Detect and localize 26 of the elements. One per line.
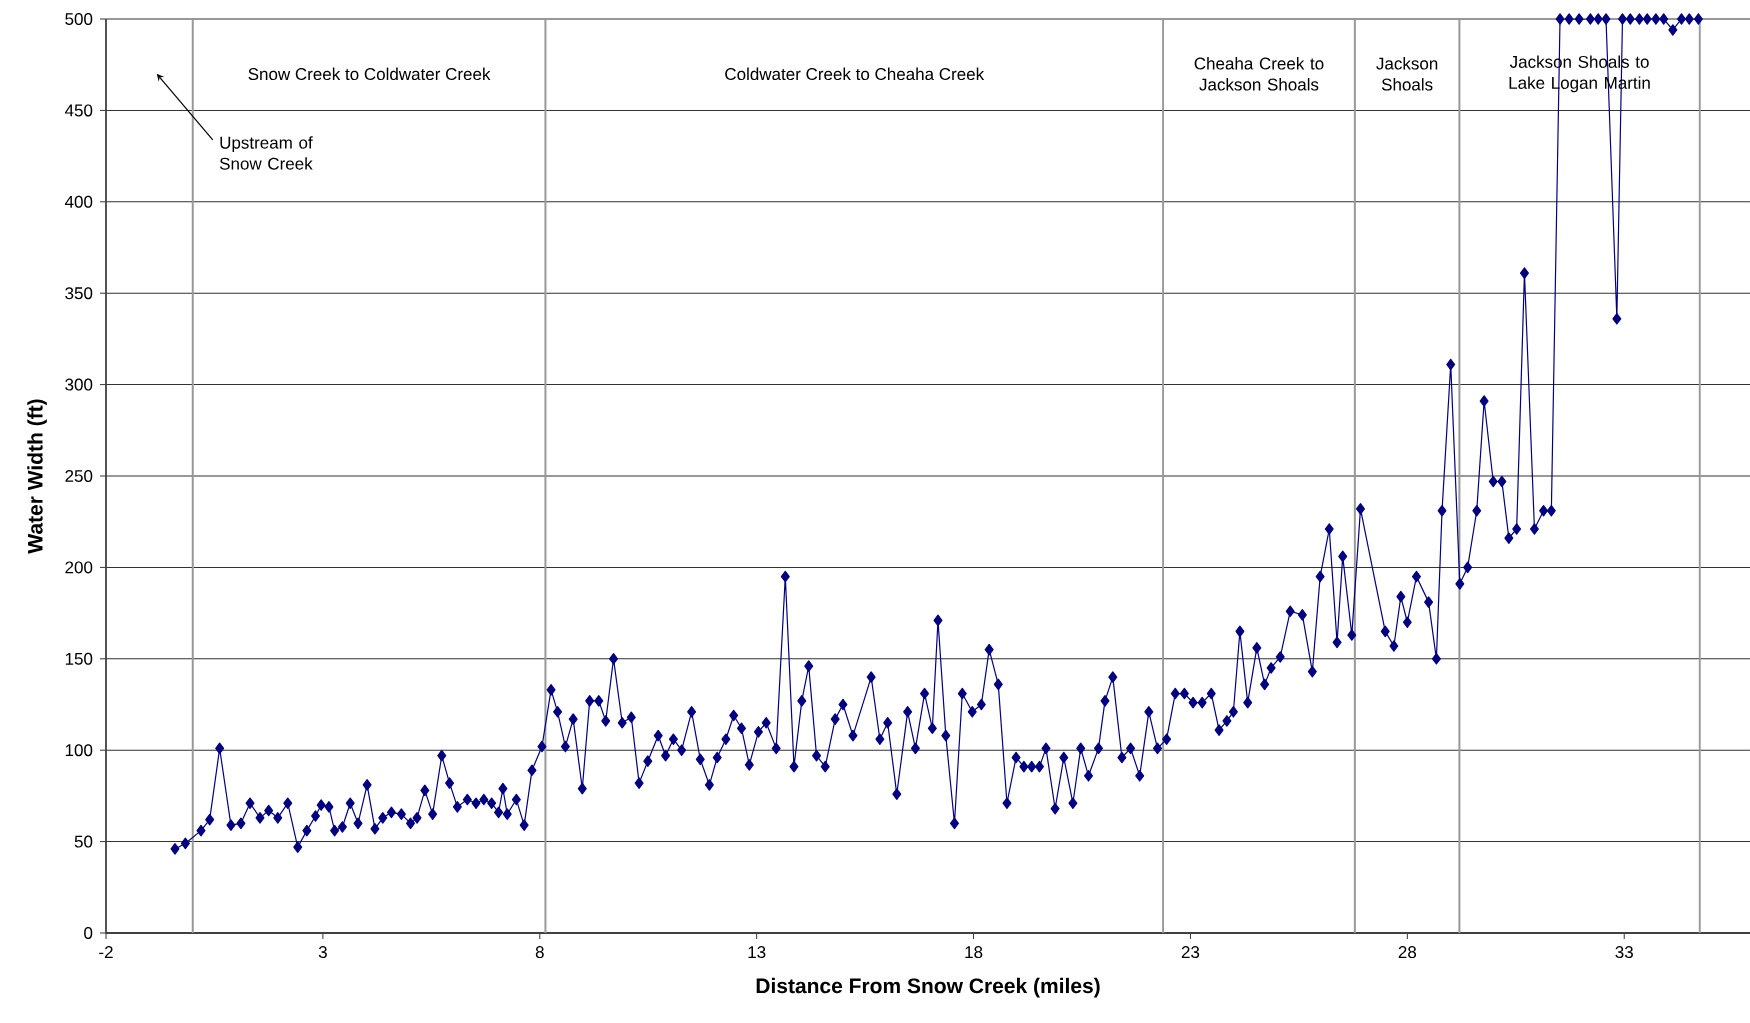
x-axis-title: Distance From Snow Creek (miles) [756,977,1100,998]
annotation: Upstream of Snow Creek [219,136,313,170]
y-tick-label: 150 [65,652,93,665]
x-tick-label: -2 [99,946,113,958]
x-tick-label: 28 [1398,946,1417,959]
annotation: Snow Creek to Coldwater Creek [248,67,491,81]
x-tick-label: 13 [748,946,766,959]
y-tick-label: 350 [65,287,93,300]
y-tick-label: 200 [65,561,93,574]
y-tick-label: 500 [65,13,93,26]
y-tick-label: 400 [64,195,93,208]
y-tick-label: 250 [65,470,93,483]
y-axis-title: Water Width (ft) [27,399,47,554]
y-tick-label: 50 [74,835,93,848]
x-tick-label: 8 [535,946,544,959]
annotation: Cheaha Creek to Jackson Shoals [1194,57,1324,91]
x-tick-label: 3 [318,946,327,959]
y-tick-label: 100 [65,744,93,757]
y-tick-label: 450 [64,104,93,117]
annotation: Jackson Shoals [1376,57,1438,91]
y-tick-label: 0 [84,926,93,940]
x-tick-label: 18 [965,946,983,959]
x-tick-label: 23 [1181,946,1200,959]
y-tick-label: 300 [65,378,93,391]
x-tick-label: 33 [1615,946,1633,959]
annotation: Coldwater Creek to Cheaha Creek [725,67,985,81]
